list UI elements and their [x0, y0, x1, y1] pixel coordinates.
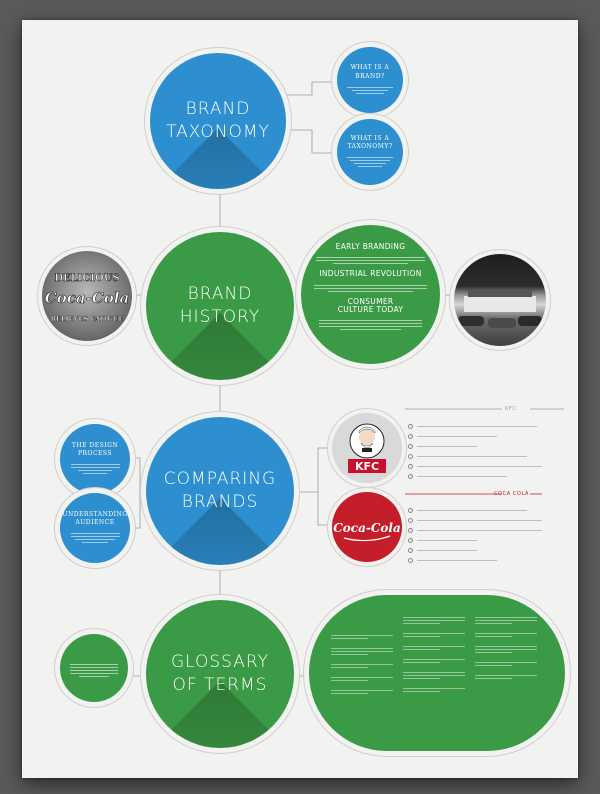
vintage-drive-in-photo	[454, 254, 546, 346]
comparing-brands-title-line1: COMPARING	[163, 469, 277, 490]
what-is-taxonomy-line1: WHAT IS A	[350, 134, 390, 142]
coca-cola-logo-circle: Coca-Cola	[332, 492, 402, 562]
coca-cola-facts-list	[408, 508, 542, 568]
coca-cola-label: COCA COLA	[494, 491, 530, 497]
list-item	[408, 464, 542, 469]
list-item	[408, 434, 542, 439]
sign-bottom-text: RELIEVES FATIGUE	[51, 315, 124, 323]
early-branding-body	[316, 255, 425, 266]
kfc-logo-circle: KFC	[332, 413, 402, 483]
infographic-poster: BRAND TAXONOMY WHAT IS A BRAND? WHAT IS …	[22, 20, 578, 778]
glossary-intro-body	[69, 662, 119, 679]
early-branding-heading: EARLY BRANDING	[335, 242, 406, 251]
brand-taxonomy-title-line2: TAXONOMY	[166, 122, 270, 142]
brand-history-title-line1: BRAND	[187, 284, 253, 305]
list-item	[408, 528, 542, 533]
design-process-circle: THE DESIGN PROCESS	[60, 424, 130, 494]
sign-logo-text: Coca-Cola	[45, 289, 129, 307]
list-item	[408, 508, 542, 513]
brand-history-title-line2: HISTORY	[179, 307, 261, 327]
industrial-revolution-heading: INDUSTRIAL REVOLUTION	[319, 269, 422, 279]
coca-cola-sign-art: DELICIOUS Coca-Cola RELIEVES FATIGUE	[45, 273, 130, 323]
brand-history-details-circle: EARLY BRANDING INDUSTRIAL REVOLUTION CON…	[301, 225, 440, 364]
design-process-line1: THE DESIGN	[71, 441, 119, 449]
glossary-intro-circle	[60, 634, 128, 702]
list-item	[408, 518, 542, 523]
list-item	[408, 558, 542, 563]
glossary-title-line1: GLOSSARY	[170, 652, 270, 673]
kfc-logo-text: KFC	[355, 460, 379, 473]
drive-in-art	[458, 290, 542, 328]
what-is-taxonomy-line2: TAXONOMY?	[347, 143, 393, 150]
consumer-culture-body	[319, 318, 422, 332]
industrial-revolution-body	[313, 283, 428, 294]
consumer-culture-heading: CONSUMER CULTURE TODAY	[337, 296, 404, 314]
coca-cola-logo: Coca-Cola	[333, 521, 401, 542]
list-item	[408, 454, 542, 459]
glossary-column-2	[403, 617, 465, 701]
understanding-audience-line1: UNDERSTANDING	[62, 510, 128, 518]
list-item	[408, 474, 542, 479]
glossary-column-3	[475, 617, 537, 688]
glossary-title-line2: OF TERMS	[172, 675, 268, 695]
brand-history-circle: BRAND HISTORY	[146, 232, 294, 380]
comparing-brands-title-line2: BRANDS	[181, 492, 259, 512]
comparing-brands-circle: COMPARING BRANDS	[146, 417, 294, 565]
what-is-brand-line1: WHAT IS A	[350, 64, 390, 72]
design-process-body	[70, 462, 120, 476]
understanding-audience-line2: AUDIENCE	[75, 519, 115, 526]
sign-top-text: DELICIOUS	[54, 273, 119, 284]
kfc-logo: KFC	[332, 413, 402, 483]
understanding-audience-body	[70, 531, 120, 545]
glossary-terms-panel	[309, 595, 565, 751]
what-is-brand-line2: BRAND?	[355, 72, 385, 80]
list-item	[408, 538, 542, 543]
brand-taxonomy-title-line1: BRAND	[185, 99, 251, 120]
list-item	[408, 548, 542, 553]
what-is-brand-circle: WHAT IS A BRAND?	[337, 47, 403, 113]
coca-cola-logo-text: Coca-Cola	[333, 521, 401, 535]
kfc-label: KFC	[505, 406, 517, 412]
glossary-column-1	[331, 635, 393, 703]
brand-taxonomy-circle: BRAND TAXONOMY	[150, 53, 286, 189]
list-item	[408, 444, 542, 449]
kfc-facts-list	[408, 424, 542, 484]
what-is-taxonomy-circle: WHAT IS A TAXONOMY?	[337, 119, 403, 185]
understanding-audience-circle: UNDERSTANDING AUDIENCE	[60, 493, 130, 563]
list-item	[408, 424, 542, 429]
design-process-line2: PROCESS	[77, 450, 113, 457]
what-is-brand-body	[346, 85, 394, 96]
what-is-taxonomy-body	[346, 155, 394, 169]
glossary-of-terms-circle: GLOSSARY OF TERMS	[146, 600, 294, 748]
vintage-coca-cola-sign-photo: DELICIOUS Coca-Cola RELIEVES FATIGUE	[42, 251, 132, 341]
